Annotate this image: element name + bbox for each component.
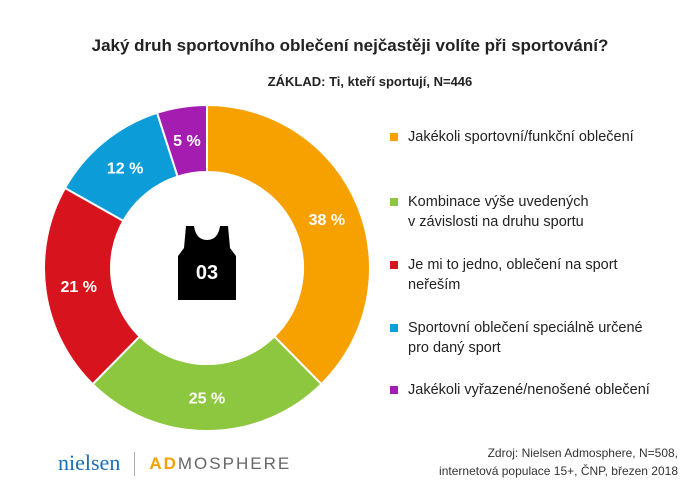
admosphere-logo: ADMOSPHERE [149, 454, 292, 474]
donut-slice [91, 334, 323, 432]
source-note: Zdroj: Nielsen Admosphere, N=508, intern… [439, 446, 678, 478]
jersey-number: 03 [196, 262, 218, 284]
data-label: 12 % [107, 161, 143, 178]
chart-title: Jaký druh sportovního oblečení nejčastěj… [91, 36, 609, 55]
legend-item: Sportovní oblečení speciálně určené pro d… [390, 318, 700, 358]
legend-label: Jakékoli vyřazené/nenošené oblečení [408, 382, 650, 398]
legend-swatch [390, 198, 398, 206]
donut-slice [43, 186, 142, 386]
legend-swatch [390, 324, 398, 332]
legend-swatch [390, 386, 398, 394]
legend-item: Je mi to jedno, oblečení na sport neřeším [390, 255, 700, 295]
legend-label: neřeším [408, 277, 461, 293]
donut-slice [155, 103, 208, 178]
legend-item: Jakékoli sportovní/funkční oblečení [390, 127, 700, 147]
legend-swatch [390, 133, 398, 141]
data-label: 21 % [61, 279, 97, 296]
legend-label: Je mi to jedno, oblečení na sport [408, 257, 618, 273]
legend-item: Jakékoli vyřazené/nenošené oblečení [390, 380, 700, 400]
legend-label: Kombinace výše uvedených [408, 194, 589, 210]
donut-slice [206, 103, 371, 386]
nielsen-logo: nielsen [58, 450, 121, 475]
legend-swatch [390, 261, 398, 269]
data-label: 38 % [309, 212, 345, 229]
legend-label: Sportovní oblečení speciálně určené [408, 320, 643, 336]
data-label: 5 % [173, 133, 201, 150]
legend-label: Jakékoli sportovní/funkční oblečení [408, 129, 634, 145]
legend-item: Kombinace výše uvedených v závislosti na … [390, 192, 700, 232]
chart-subtitle: ZÁKLAD: Ti, kteří sportují, N=446 [267, 74, 473, 89]
legend-label: pro daný sport [408, 340, 501, 356]
data-label: 25 % [189, 391, 225, 408]
jersey-icon: 03 [178, 226, 236, 300]
legend-label: v závislosti na druhu sportu [408, 214, 584, 230]
logo: nielsen ADMOSPHERE [58, 450, 292, 477]
